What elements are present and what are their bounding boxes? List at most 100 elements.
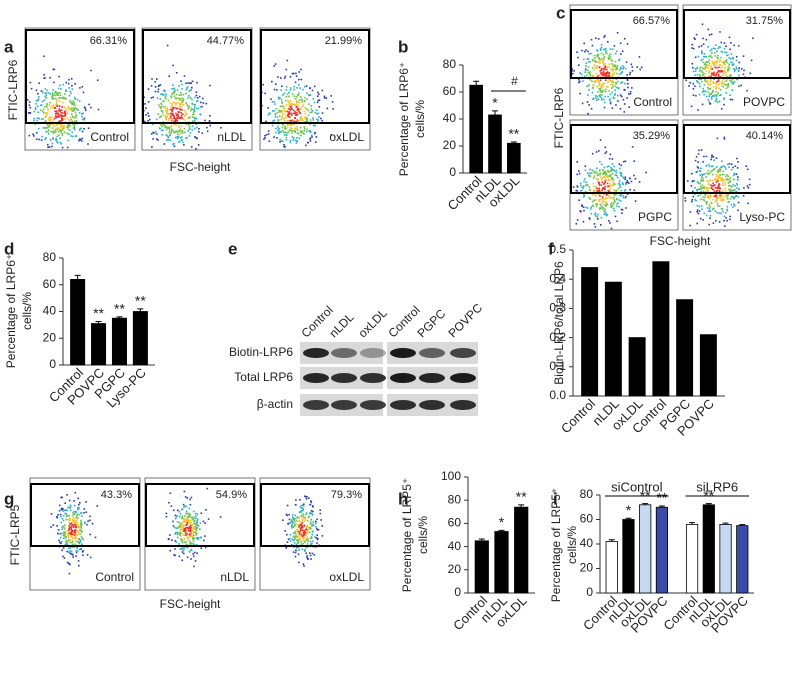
blot-band <box>331 348 357 358</box>
event-dot <box>286 69 288 71</box>
event-dot <box>197 513 199 515</box>
event-dot <box>716 65 718 67</box>
event-dot <box>80 520 82 522</box>
event-dot <box>300 109 302 111</box>
event-dot <box>720 179 722 181</box>
event-dot <box>317 95 319 97</box>
event-dot <box>47 107 49 109</box>
event-dot <box>601 44 603 46</box>
event-dot <box>601 190 603 192</box>
event-dot <box>613 189 615 191</box>
event-dot <box>301 106 303 108</box>
event-dot <box>175 124 177 126</box>
event-dot <box>82 131 84 133</box>
event-dot <box>584 178 586 180</box>
event-dot <box>287 120 289 122</box>
event-dot <box>599 66 601 68</box>
event-dot <box>289 102 291 104</box>
event-dot <box>59 105 61 107</box>
blot-band <box>390 348 416 358</box>
event-dot <box>87 143 89 145</box>
event-dot <box>731 82 733 84</box>
event-dot <box>87 520 89 522</box>
event-dot <box>709 187 711 189</box>
event-dot <box>155 91 157 93</box>
event-dot <box>69 95 71 97</box>
event-dot <box>46 92 48 94</box>
event-dot <box>69 100 71 102</box>
event-dot <box>697 109 699 111</box>
event-dot <box>708 184 710 186</box>
event-dot <box>75 492 77 494</box>
event-dot <box>703 74 705 76</box>
event-dot <box>290 113 292 115</box>
event-dot <box>736 68 738 70</box>
event-dot <box>69 550 71 552</box>
event-dot <box>61 117 63 119</box>
event-dot <box>192 104 194 106</box>
event-dot <box>730 62 732 64</box>
event-dot <box>270 113 272 115</box>
event-dot <box>599 183 601 185</box>
event-dot <box>191 99 193 101</box>
event-dot <box>617 32 619 34</box>
event-dot <box>697 161 699 163</box>
event-dot <box>614 174 616 176</box>
y-axis-label: cells/% <box>413 100 427 138</box>
event-dot <box>36 138 38 140</box>
significance: ** <box>135 293 146 309</box>
event-dot <box>619 180 621 182</box>
event-dot <box>73 107 75 109</box>
event-dot <box>618 183 620 185</box>
event-dot <box>200 522 202 524</box>
event-dot <box>706 96 708 98</box>
event-dot <box>713 74 715 76</box>
event-dot <box>184 534 186 536</box>
event-dot <box>75 521 77 523</box>
event-dot <box>194 117 196 119</box>
event-dot <box>588 104 590 106</box>
event-dot <box>587 207 589 209</box>
event-dot <box>617 65 619 67</box>
event-dot <box>296 550 298 552</box>
event-dot <box>699 174 701 176</box>
event-dot <box>179 516 181 518</box>
event-dot <box>314 536 316 538</box>
event-dot <box>619 172 621 174</box>
event-dot <box>84 508 86 510</box>
event-dot <box>738 67 740 69</box>
event-dot <box>588 89 590 91</box>
event-dot <box>55 138 57 140</box>
event-dot <box>617 177 619 179</box>
y-tick-label: 0 <box>454 585 461 599</box>
event-dot <box>38 128 40 130</box>
y-tick-label: 100 <box>441 469 461 483</box>
event-dot <box>176 108 178 110</box>
event-dot <box>193 523 195 525</box>
event-dot <box>284 108 286 110</box>
event-dot <box>299 521 301 523</box>
event-dot <box>590 175 592 177</box>
event-dot <box>165 96 167 98</box>
event-dot <box>295 73 297 75</box>
event-dot <box>195 148 197 150</box>
event-dot <box>158 89 160 91</box>
event-dot <box>184 491 186 493</box>
event-dot <box>39 118 41 120</box>
event-dot <box>702 104 704 106</box>
event-dot <box>50 526 52 528</box>
event-dot <box>702 178 704 180</box>
event-dot <box>188 95 190 97</box>
event-dot <box>603 54 605 56</box>
event-dot <box>277 76 279 78</box>
blot-band <box>419 400 445 410</box>
event-dot <box>290 76 292 78</box>
event-dot <box>184 519 186 521</box>
event-dot <box>68 83 70 85</box>
event-dot <box>184 75 186 77</box>
event-dot <box>685 80 687 82</box>
event-dot <box>50 131 52 133</box>
event-dot <box>168 118 170 120</box>
event-dot <box>313 125 315 127</box>
event-dot <box>294 536 296 538</box>
